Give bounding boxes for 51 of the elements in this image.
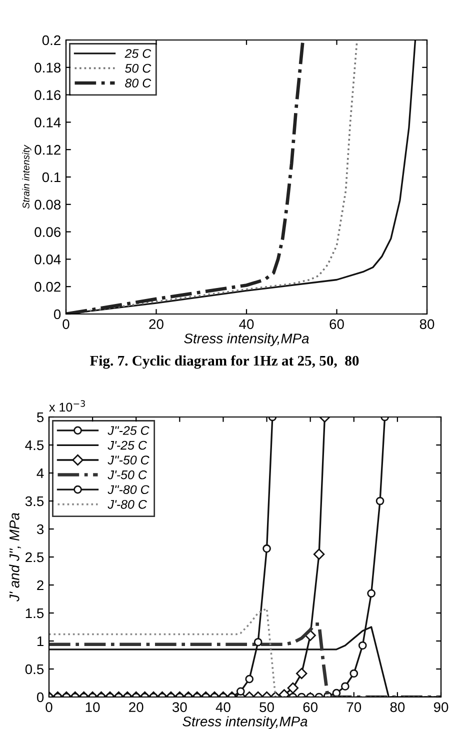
y-tick-label: 5 — [36, 412, 44, 422]
legend-label: J''-50 C — [108, 456, 150, 464]
y-tick-label: 0.14 — [34, 118, 61, 128]
x-axis-title: Stress intensity,MPa — [184, 333, 309, 346]
y-tick-label: 4.5 — [25, 440, 44, 450]
y-tick-label: 0.06 — [34, 227, 61, 237]
x-tick-label: 80 — [420, 319, 434, 330]
legend-label: J'-25 C — [108, 440, 148, 450]
x-tick-label: 90 — [434, 702, 448, 712]
y-tick-label: 1 — [37, 636, 44, 646]
y-tick-label: 0.5 — [25, 664, 44, 674]
y-tick-label: 0.16 — [34, 90, 61, 100]
x-tick-label: 10 — [86, 702, 100, 712]
y-tick-label: 1.5 — [26, 608, 44, 618]
y-axis-title: J' and J'', MPa — [9, 512, 21, 602]
x-tick-label: 0 — [62, 319, 70, 330]
caption: Fig. 7. Cyclic diagram for 1Hz at 25, 50, 80 — [90, 355, 359, 369]
legend-label: 25 C — [124, 49, 152, 58]
x-tick-label: 80 — [390, 702, 405, 712]
legend-label: J'-50 C — [108, 470, 148, 480]
x-axis-title: Stress intensity,MPa — [182, 716, 308, 729]
y-tick-label: 0 — [36, 692, 44, 702]
y-tick-label: 0.12 — [34, 144, 60, 155]
y-tick-label: 2.5 — [26, 552, 44, 562]
y-tick-label: 0 — [54, 309, 61, 320]
y-axis-title: Strain intensity — [22, 144, 32, 209]
legend-label: J''-80 C — [108, 485, 150, 494]
x-tick-label: 50 — [260, 702, 274, 712]
legend-label: J''-25 C — [108, 426, 150, 435]
x-tick-label: 60 — [303, 702, 318, 712]
x-tick-label: 60 — [330, 319, 344, 330]
x-tick-label: 30 — [172, 702, 187, 712]
y-tick-label: 0.08 — [34, 200, 61, 210]
y-tick-label: 3.5 — [25, 496, 44, 506]
x-tick-label: 40 — [239, 319, 254, 330]
legend-label: J'-80 C — [108, 500, 148, 509]
y-tick-label: 0.2 — [42, 35, 60, 46]
y-tick-label: 2 — [37, 580, 44, 590]
legend-label: 50 C — [125, 64, 152, 73]
y-tick-label: 0.18 — [34, 62, 61, 73]
x-tick-label: 20 — [129, 702, 144, 712]
x-tick-label: 20 — [149, 319, 164, 330]
y-tick-label: 0.04 — [34, 254, 61, 264]
y-tick-label: 0.02 — [34, 282, 60, 292]
y-tick-label: 3 — [36, 524, 44, 534]
text: x 10$^{−3}$ — [49, 400, 85, 412]
y-tick-label: 4 — [36, 468, 44, 478]
y-tick-label: 0.1 — [42, 172, 60, 182]
legend-label: 80 C — [125, 78, 152, 88]
x-tick-label: 70 — [346, 702, 362, 712]
x-tick-label: 40 — [216, 702, 230, 712]
